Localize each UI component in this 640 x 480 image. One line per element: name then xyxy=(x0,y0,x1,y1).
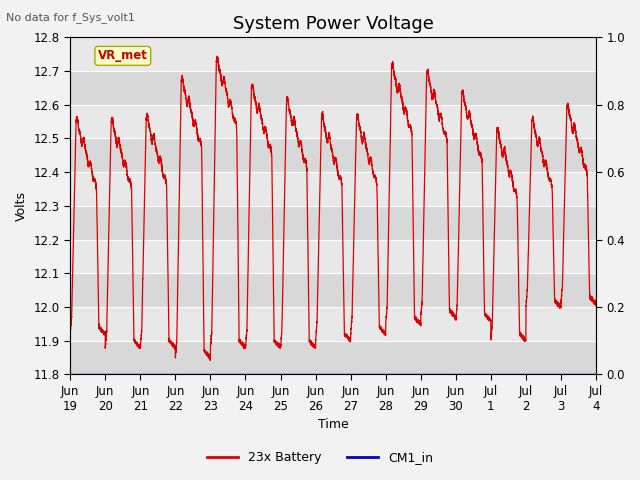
Bar xyxy=(70,37,596,71)
Bar xyxy=(70,138,596,172)
Text: VR_met: VR_met xyxy=(98,49,148,62)
Bar xyxy=(70,273,596,307)
Bar xyxy=(70,172,596,206)
Bar xyxy=(70,341,596,374)
Legend: 23x Battery, CM1_in: 23x Battery, CM1_in xyxy=(202,446,438,469)
Y-axis label: Volts: Volts xyxy=(15,191,28,221)
Bar xyxy=(70,240,596,273)
Title: System Power Voltage: System Power Voltage xyxy=(233,15,433,33)
Text: No data for f_Sys_volt1: No data for f_Sys_volt1 xyxy=(6,12,135,23)
Bar xyxy=(70,71,596,105)
Bar xyxy=(70,206,596,240)
Bar xyxy=(70,105,596,138)
X-axis label: Time: Time xyxy=(317,419,348,432)
Bar xyxy=(70,307,596,341)
